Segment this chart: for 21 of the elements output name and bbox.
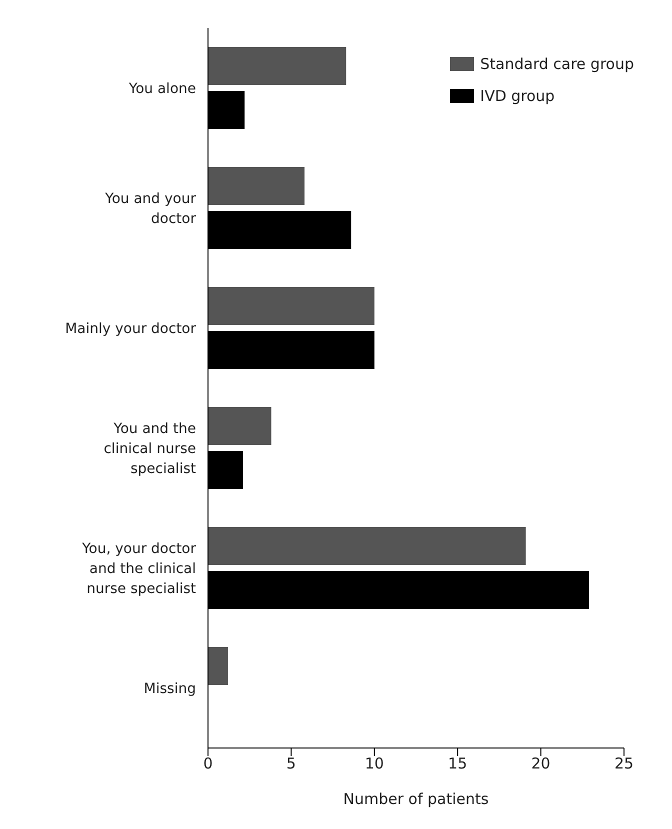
legend-label: Standard care group xyxy=(480,54,634,75)
x-tick-label: 15 xyxy=(448,754,468,773)
bar xyxy=(208,407,272,445)
x-tick-label: 20 xyxy=(531,754,550,773)
bar xyxy=(208,527,526,565)
y-tick-label: You alone xyxy=(128,81,196,97)
x-tick-label: 10 xyxy=(364,754,384,773)
x-axis-title: Number of patients xyxy=(343,790,489,808)
x-tick-label: 5 xyxy=(286,754,296,773)
y-tick-label: Mainly your doctor xyxy=(65,321,196,337)
bar xyxy=(208,47,346,85)
legend-label: IVD group xyxy=(480,86,555,107)
y-tick-label: You and the clinical nurse specialist xyxy=(104,421,196,477)
y-tick-label: You and your doctor xyxy=(104,191,196,227)
bar xyxy=(208,167,305,205)
y-tick-label: You, your doctor and the clinical nurse specialist xyxy=(81,541,196,597)
y-tick-label: Missing xyxy=(144,681,196,697)
x-tick-label: 25 xyxy=(614,754,634,773)
bar xyxy=(208,647,228,685)
x-tick-label: 0 xyxy=(203,754,213,773)
bar xyxy=(208,287,374,325)
